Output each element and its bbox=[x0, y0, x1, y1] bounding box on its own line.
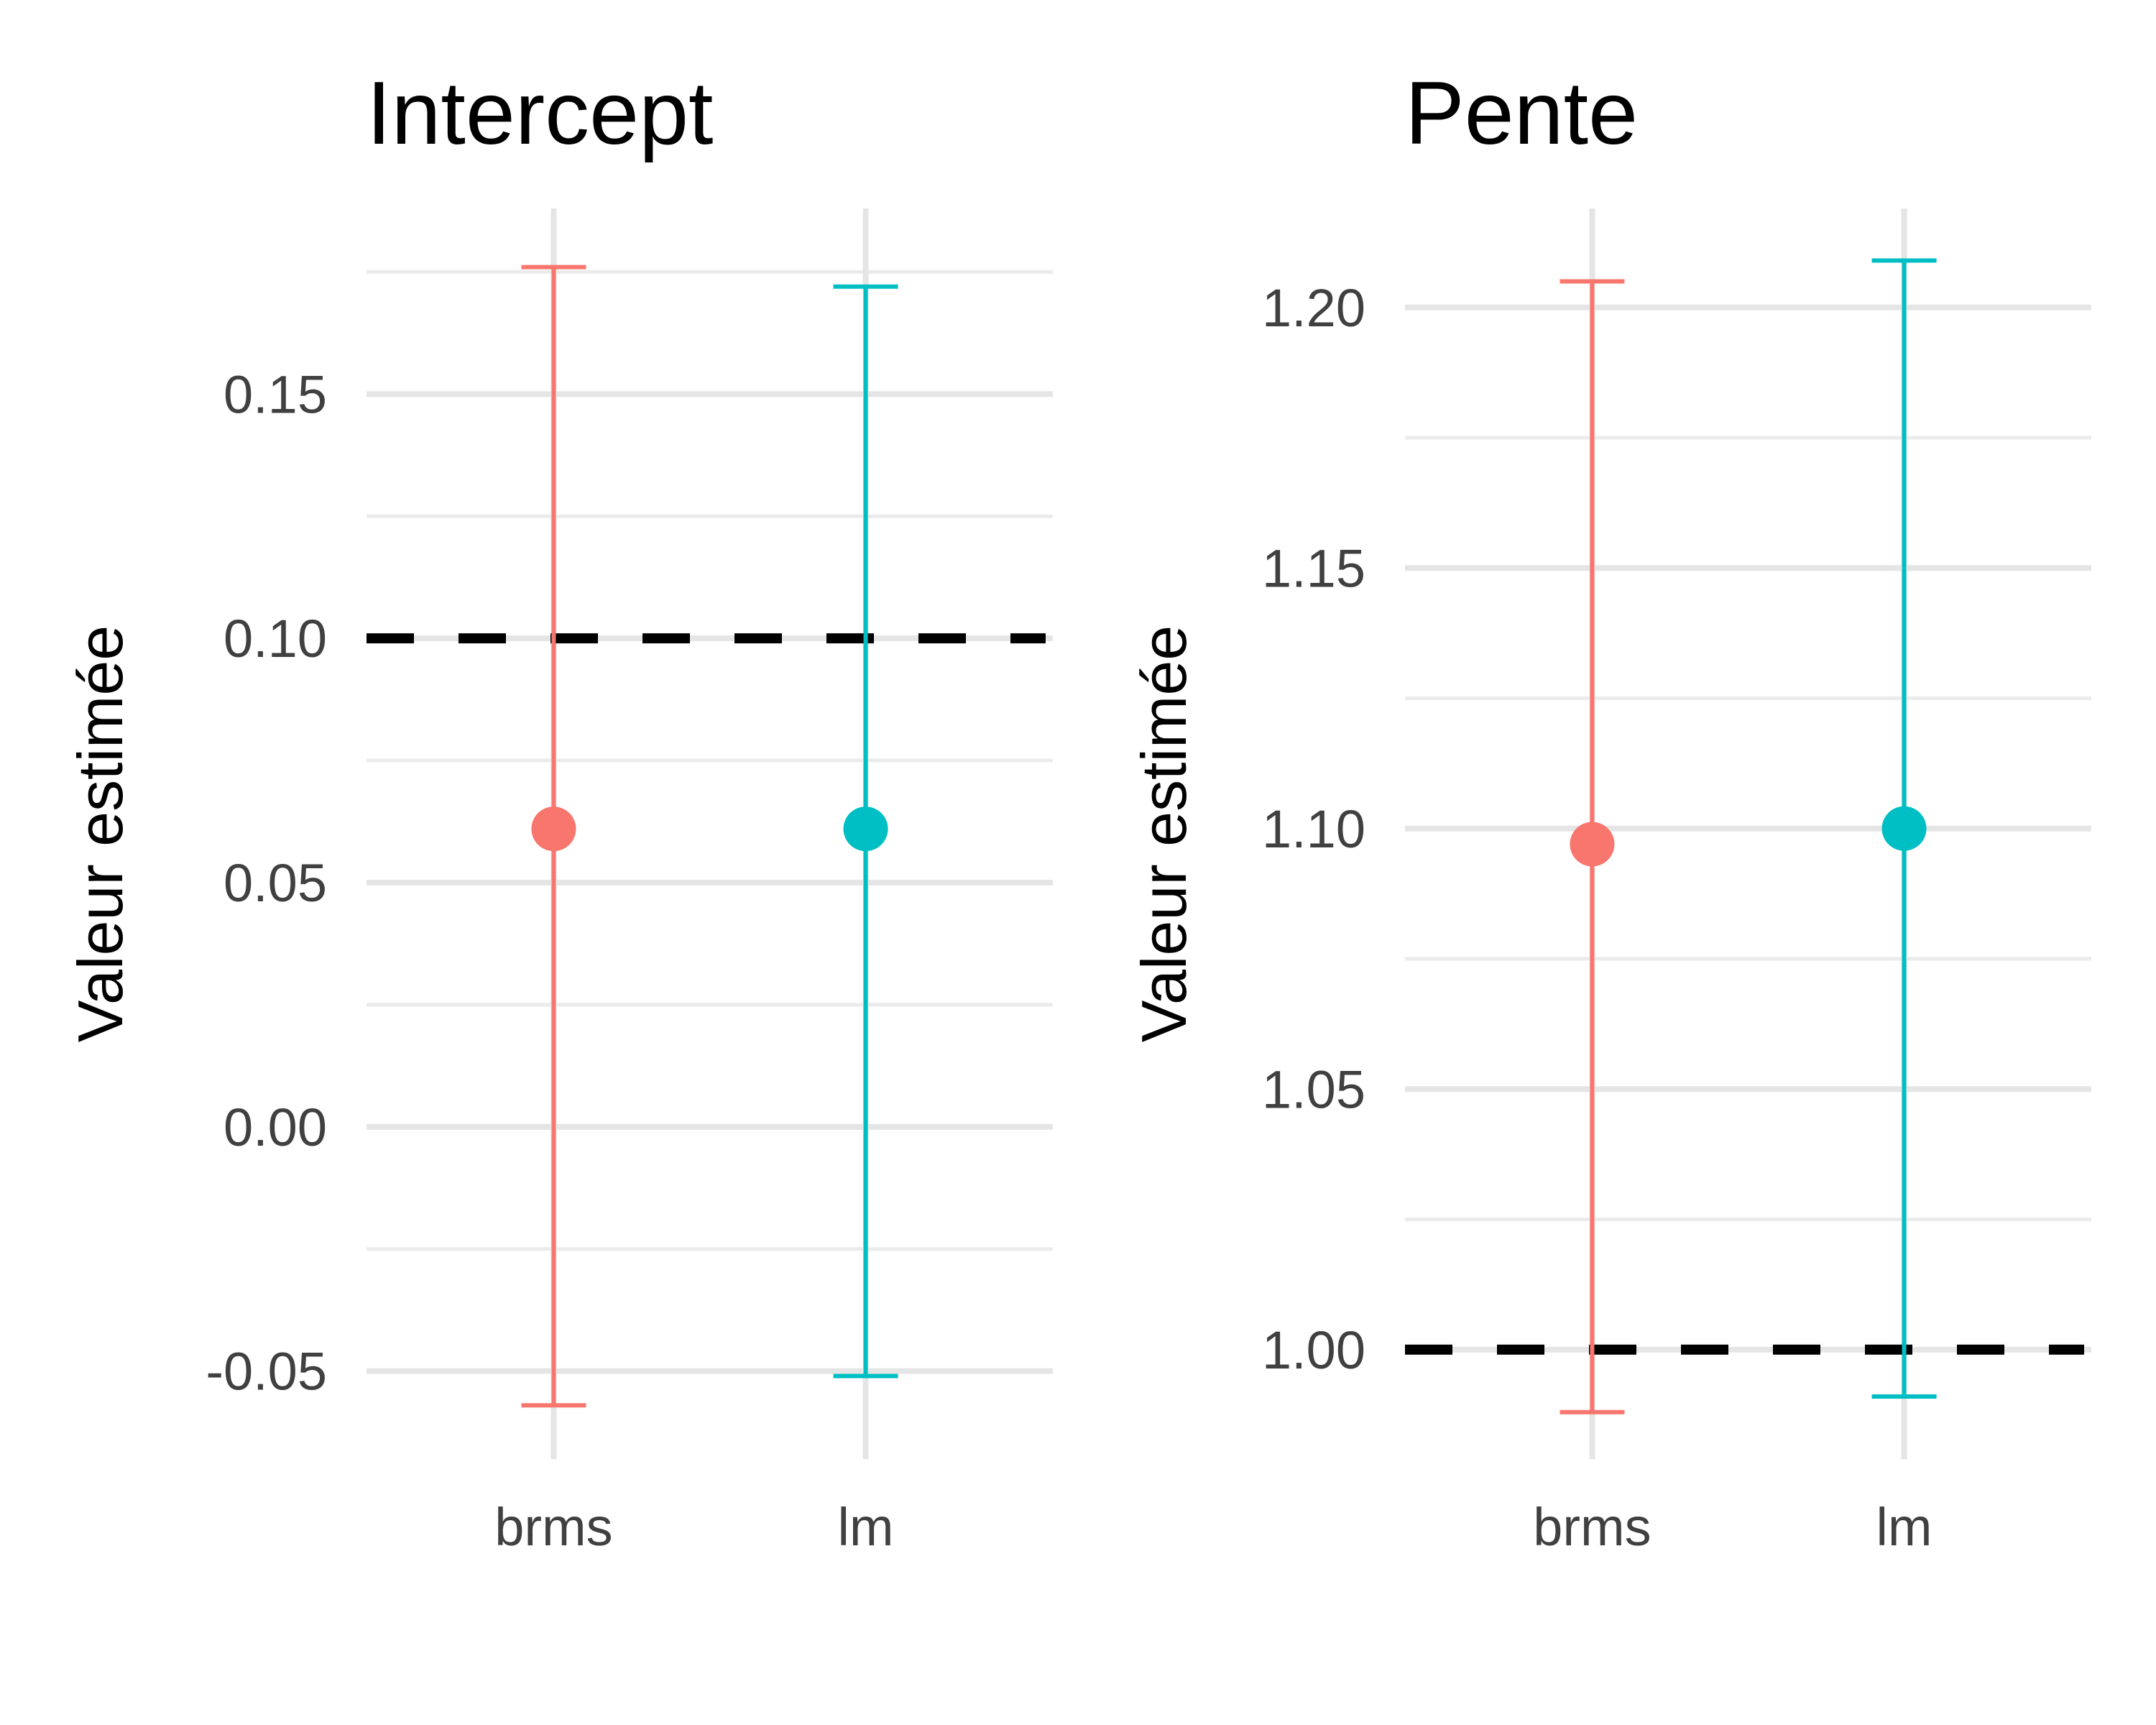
y-tick-label: 0.05 bbox=[224, 853, 327, 913]
panel-title: Intercept bbox=[367, 64, 714, 163]
y-tick-label: 1.10 bbox=[1262, 799, 1365, 859]
panel-title: Pente bbox=[1405, 64, 1638, 163]
panel-1: -0.05 0.00 0.05 0.10 0.15 brms lm Intercept Vale… bbox=[65, 64, 1053, 1557]
x-category-label: lm bbox=[837, 1497, 893, 1557]
y-tick-label: 0.15 bbox=[224, 364, 327, 424]
x-category-label: brms bbox=[1533, 1497, 1651, 1557]
y-tick-label: 1.05 bbox=[1262, 1059, 1365, 1119]
y-axis-label: Valeur estimée bbox=[65, 625, 136, 1042]
point-brms bbox=[1570, 822, 1615, 867]
y-tick-label: 0.00 bbox=[224, 1098, 327, 1157]
x-category-label: lm bbox=[1876, 1497, 1932, 1557]
y-axis-label: Valeur estimée bbox=[1128, 625, 1199, 1042]
point-lm bbox=[843, 806, 888, 852]
y-tick-label: 0.10 bbox=[224, 609, 327, 668]
point-brms bbox=[531, 806, 576, 852]
y-tick-label: 1.00 bbox=[1262, 1320, 1365, 1380]
x-category-label: brms bbox=[494, 1497, 612, 1557]
y-tick-label: -0.05 bbox=[206, 1342, 327, 1402]
point-lm bbox=[1881, 806, 1927, 851]
y-tick-label: 1.20 bbox=[1262, 278, 1365, 338]
y-tick-label: 1.15 bbox=[1262, 538, 1365, 598]
panel-2: 1.00 1.05 1.10 1.15 1.20 brms lm Pente Valeur es… bbox=[1128, 64, 2091, 1557]
